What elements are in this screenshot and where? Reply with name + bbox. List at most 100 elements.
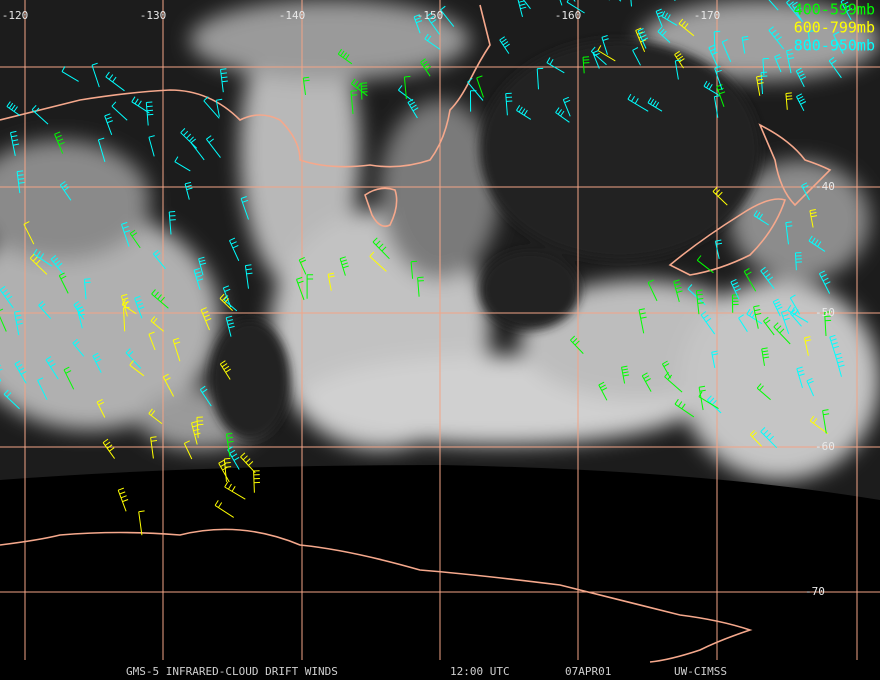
wind-barb (172, 337, 181, 362)
wind-barb (191, 420, 201, 445)
wind-barb (562, 96, 571, 117)
wind-barb (6, 101, 21, 117)
wind-barb (138, 510, 145, 536)
wind-barb (240, 452, 256, 474)
wind-barb (714, 239, 723, 260)
wind-barb (424, 33, 441, 50)
wind-barb (753, 210, 769, 226)
wind-barb (16, 170, 25, 194)
wind-barb (200, 307, 212, 331)
wind-barb (760, 266, 775, 290)
wind-barb (296, 276, 305, 301)
wind-barb (714, 65, 723, 91)
wind-barb (120, 293, 130, 317)
wind-barb (37, 377, 48, 400)
wind-barb (796, 93, 807, 112)
wind-barb (104, 113, 113, 135)
wind-barb (244, 264, 253, 289)
wind-barb (806, 377, 815, 397)
wind-barb (786, 49, 795, 74)
wind-barb (678, 18, 695, 37)
wind-barb (426, 12, 441, 35)
wind-barb (148, 408, 163, 424)
wind-barb (713, 95, 721, 118)
wind-barb (29, 253, 48, 275)
wind-barb (801, 182, 810, 201)
wind-barb (440, 5, 455, 27)
wind-barb (152, 249, 166, 270)
legend-entry: 400-599mb (794, 1, 875, 19)
legend-entry: 600-799mb (794, 19, 875, 37)
wind-barb (738, 314, 748, 332)
wind-barb (91, 62, 100, 88)
wind-barb (224, 481, 246, 500)
wind-barb (350, 90, 358, 114)
wind-barb (499, 36, 510, 54)
wind-barb (131, 96, 150, 114)
longitude-label: -170 (694, 9, 721, 22)
wind-barb (833, 31, 844, 54)
wind-barb (794, 252, 802, 271)
wind-barb (829, 334, 840, 358)
wind-barb (129, 229, 141, 249)
wind-barb (809, 209, 818, 228)
wind-barb (785, 221, 793, 245)
wind-barb (407, 98, 419, 119)
wind-barb (58, 272, 69, 294)
wind-barb (184, 181, 193, 200)
wind-barb (398, 85, 413, 102)
wind-barb (38, 300, 52, 319)
wind-barb (148, 331, 156, 351)
wind-barb (54, 131, 65, 154)
wind-barb (174, 156, 191, 172)
wind-barb (818, 270, 831, 294)
wind-barb (117, 487, 129, 512)
wind-barb (302, 76, 310, 95)
wind-barbs (0, 0, 853, 536)
wind-barb (655, 8, 665, 27)
wind-barb (657, 26, 671, 43)
wind-barb (306, 274, 314, 299)
wind-barb (14, 310, 23, 336)
wind-barb (33, 248, 53, 267)
wind-barb (215, 98, 223, 117)
wind-barb (582, 56, 590, 74)
wind-barb (796, 366, 805, 389)
wind-barb (790, 309, 802, 327)
wind-barb (763, 316, 775, 336)
wind-barb (420, 58, 431, 77)
wind-barb (772, 298, 783, 317)
wind-barb (703, 80, 719, 96)
wind-barb (206, 135, 221, 158)
wind-barb (808, 235, 826, 252)
wind-barb (225, 432, 234, 457)
wind-barb (214, 500, 234, 518)
wind-barb (546, 57, 565, 74)
wind-barb (23, 221, 35, 245)
wind-barb (229, 237, 240, 262)
wind-barb (590, 46, 607, 66)
wind-barb (10, 130, 20, 157)
wind-barb (774, 53, 782, 73)
wind-barb (597, 45, 616, 62)
wind-barb (92, 352, 102, 373)
wind-barb (59, 181, 72, 201)
footer: GMS-5 INFRARED-CLOUD DRIFT WINDS 12:00 U… (126, 665, 727, 678)
wind-barb (219, 293, 233, 311)
wind-barb (661, 360, 672, 379)
wind-barb (218, 459, 230, 483)
wind-barb (787, 304, 809, 323)
latitude-label: -50 (815, 306, 835, 319)
wind-barb (664, 371, 683, 393)
grid-labels: -120 -130 -140 -150 -160 -170 -40 -50 -60 -70 (2, 9, 835, 598)
wind-barb (791, 1, 803, 23)
wind-barb (746, 308, 763, 325)
longitude-label: -160 (555, 9, 582, 22)
wind-barb (183, 440, 193, 460)
wind-barb (598, 381, 608, 401)
wind-barb (199, 385, 212, 407)
wind-barb (14, 360, 27, 384)
wind-barb (193, 268, 204, 290)
